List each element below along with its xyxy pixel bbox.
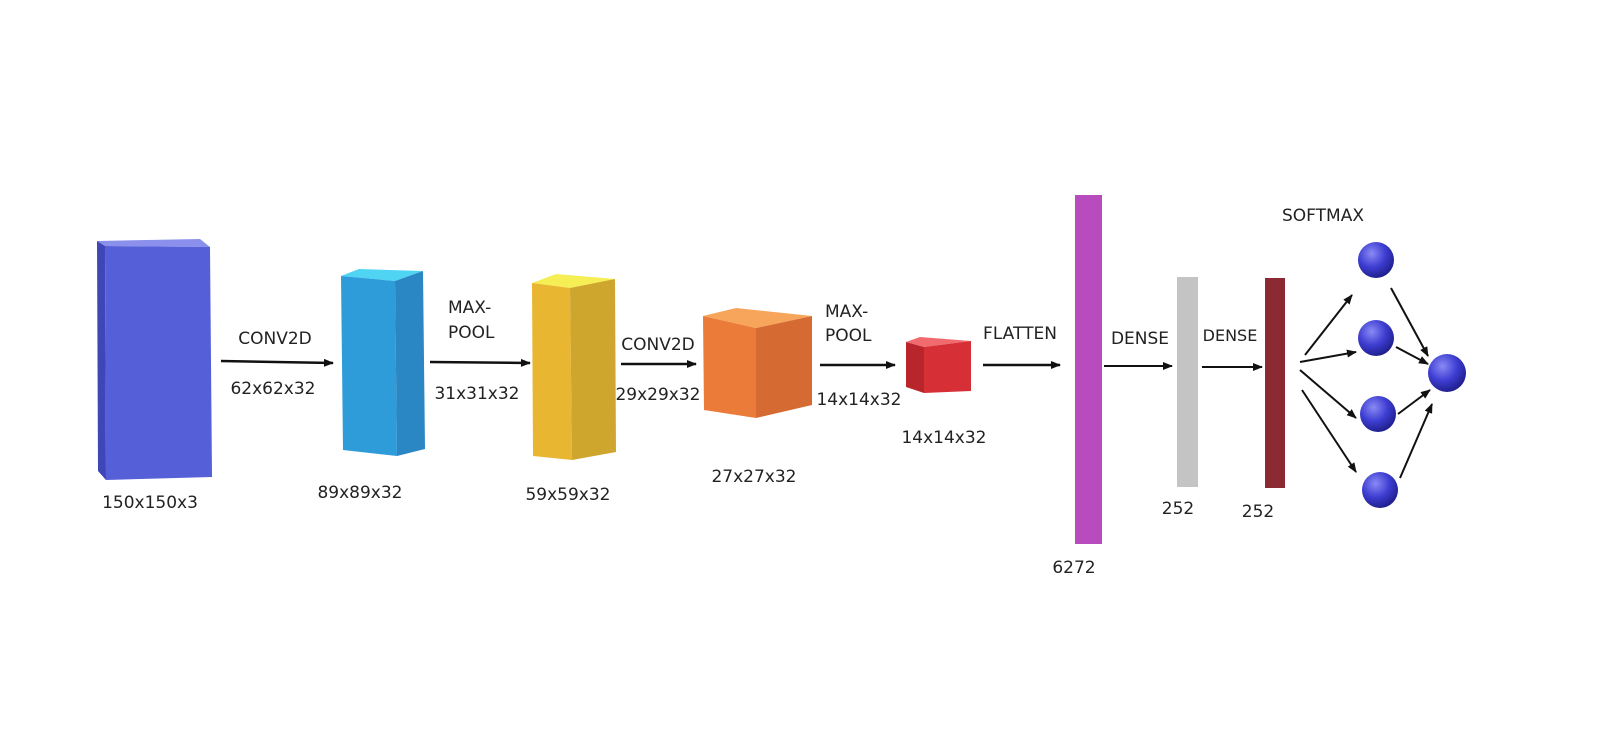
op7-name: DENSE	[1203, 326, 1258, 345]
op4-shape: 14x14x32	[816, 390, 901, 410]
softmax-label: SOFTMAX	[1282, 206, 1364, 226]
dense1-shape-label: 252	[1162, 499, 1194, 519]
softmax-neuron-1	[1358, 242, 1394, 278]
op2-shape: 31x31x32	[434, 384, 519, 404]
arrow-from-neuron-3	[1397, 389, 1431, 415]
softmax-neuron-4	[1362, 472, 1398, 508]
softmax-input-arrows	[1299, 294, 1357, 473]
op2-name-line1: MAX-	[448, 298, 491, 318]
conv2-shape-label: 27x27x32	[711, 467, 796, 487]
op5-name: FLATTEN	[983, 324, 1057, 344]
op1-shape: 62x62x32	[230, 379, 315, 399]
conv1-shape-label: 89x89x32	[317, 483, 402, 503]
pool1-layer-block	[532, 274, 616, 460]
pool2-shape-label: 14x14x32	[901, 428, 986, 448]
arrow-to-neuron-4	[1301, 389, 1357, 473]
dense2-layer-bar	[1265, 278, 1285, 488]
conv2-layer-block	[703, 308, 812, 418]
input-shape-label: 150x150x3	[102, 493, 198, 513]
op4-name-line2: POOL	[825, 326, 872, 346]
op2-name-line2: POOL	[448, 323, 495, 343]
arrow-from-neuron-2	[1395, 346, 1429, 365]
softmax-neuron-3	[1360, 396, 1396, 432]
arrow-conv2d-1	[220, 358, 334, 367]
arrow-from-neuron-1	[1390, 287, 1429, 357]
op3-shape: 29x29x32	[615, 385, 700, 405]
dense1-layer-bar	[1177, 277, 1198, 487]
conv1-layer-block	[341, 269, 425, 456]
softmax-output-arrows	[1390, 287, 1433, 479]
softmax-output-neuron	[1428, 354, 1466, 392]
op4-name-line1: MAX-	[825, 302, 868, 322]
arrow-to-neuron-2	[1299, 349, 1357, 363]
op3-name: CONV2D	[621, 335, 695, 355]
softmax-neuron-2	[1358, 320, 1394, 356]
input-layer-block	[97, 239, 212, 480]
arrow-to-neuron-3	[1299, 369, 1357, 419]
dense2-shape-label: 252	[1242, 502, 1274, 522]
arrow-from-neuron-4	[1399, 403, 1433, 479]
arrow-maxpool-1	[429, 358, 531, 367]
pool1-shape-label: 59x59x32	[525, 485, 610, 505]
op1-name: CONV2D	[238, 329, 312, 349]
flatten-layer-bar	[1075, 195, 1102, 544]
flatten-shape-label: 6272	[1052, 558, 1095, 578]
arrow-to-neuron-1	[1304, 294, 1353, 356]
op6-name: DENSE	[1111, 329, 1169, 349]
pool2-layer-block	[906, 337, 971, 393]
